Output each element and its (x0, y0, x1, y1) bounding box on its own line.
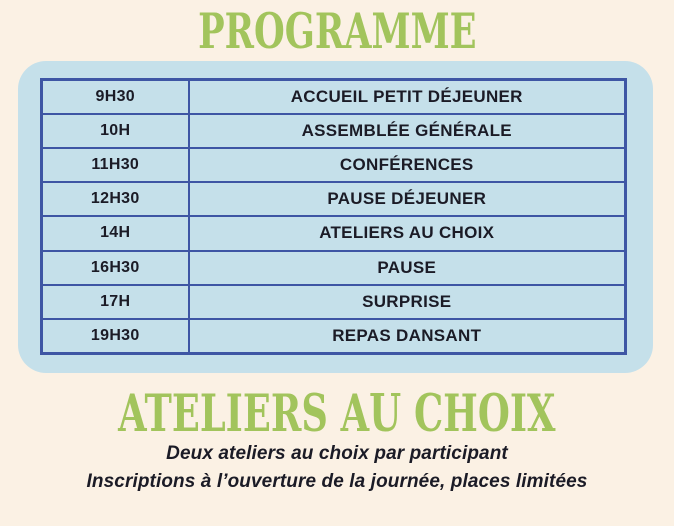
section-title: ATELIERS AU CHOIX (0, 389, 674, 440)
schedule-table: 9H30 ACCUEIL PETIT DÉJEUNER 10H ASSEMBLÉ… (40, 78, 627, 355)
table-row: 10H ASSEMBLÉE GÉNÉRALE (40, 113, 627, 150)
note-line-1: Deux ateliers au choix par participant (166, 443, 508, 464)
activity-cell: REPAS DANSANT (187, 317, 627, 355)
activity-cell: CONFÉRENCES (187, 147, 627, 184)
activity-cell: ACCUEIL PETIT DÉJEUNER (187, 78, 627, 116)
time-cell: 17H (40, 283, 190, 320)
table-row: 14H ATELIERS AU CHOIX (40, 215, 627, 252)
table-row: 11H30 CONFÉRENCES (40, 147, 627, 184)
activity-cell: PAUSE (187, 249, 627, 286)
activity-cell: PAUSE DÉJEUNER (187, 181, 627, 218)
table-row: 19H30 REPAS DANSANT (40, 317, 627, 355)
table-row: 16H30 PAUSE (40, 249, 627, 286)
schedule-panel: 9H30 ACCUEIL PETIT DÉJEUNER 10H ASSEMBLÉ… (18, 61, 653, 373)
time-cell: 9H30 (40, 78, 190, 116)
table-row: 9H30 ACCUEIL PETIT DÉJEUNER (40, 78, 627, 116)
time-cell: 11H30 (40, 147, 190, 184)
table-row: 12H30 PAUSE DÉJEUNER (40, 181, 627, 218)
activity-cell: ATELIERS AU CHOIX (187, 215, 627, 252)
section-title-text: ATELIERS AU CHOIX (118, 384, 556, 444)
note-line-2: Inscriptions à l’ouverture de la journée… (86, 471, 588, 492)
activity-cell: SURPRISE (187, 283, 627, 320)
time-cell: 19H30 (40, 317, 190, 355)
time-cell: 12H30 (40, 181, 190, 218)
time-cell: 10H (40, 113, 190, 150)
activity-cell: ASSEMBLÉE GÉNÉRALE (187, 113, 627, 150)
time-cell: 16H30 (40, 249, 190, 286)
page-title-text: PROGRAMME (197, 2, 477, 60)
page-title: PROGRAMME (0, 0, 674, 56)
table-row: 17H SURPRISE (40, 283, 627, 320)
notes: Deux ateliers au choix par participant I… (0, 440, 674, 496)
time-cell: 14H (40, 215, 190, 252)
